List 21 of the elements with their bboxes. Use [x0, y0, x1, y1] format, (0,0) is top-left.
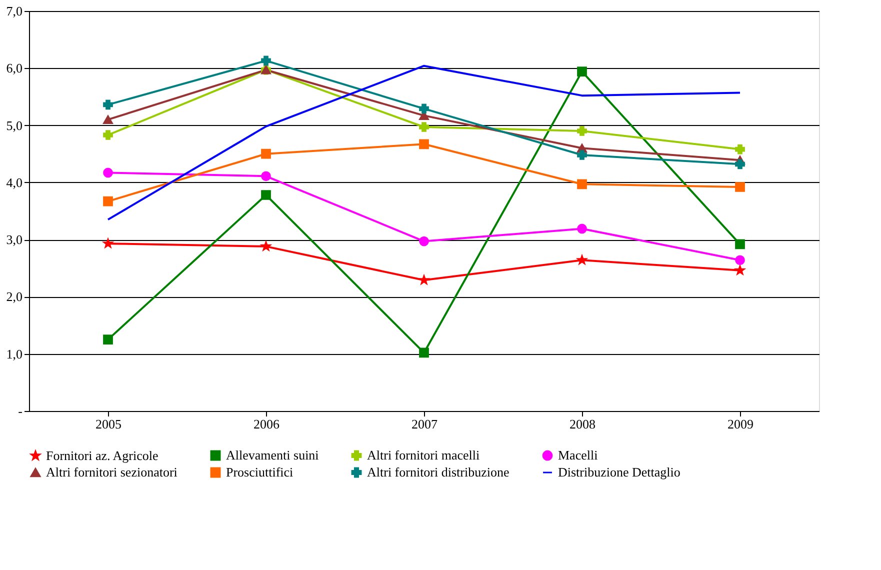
legend-label: Allevamenti suini	[226, 448, 320, 463]
y-tick-label: 4,0	[6, 174, 22, 190]
y-tick-label: -	[18, 404, 22, 418]
x-tick-label: 2005	[96, 416, 122, 432]
x-tick-label: 2009	[728, 416, 754, 432]
y-tick-label: 5,0	[6, 118, 22, 133]
legend-label: Macelli	[558, 448, 598, 463]
legend-label: Altri fornitori macelli	[367, 448, 480, 463]
y-tick-label: 1,0	[6, 346, 22, 362]
x-tick-label: 2008	[570, 416, 596, 432]
legend-label: Altri fornitori sezionatori	[46, 464, 178, 480]
x-tick-label: 2006	[254, 416, 280, 432]
y-tick-label: 6,0	[6, 60, 22, 76]
legend-label: Altri fornitori distribuzione	[367, 464, 510, 480]
x-tick-label: 2007	[412, 416, 438, 432]
y-tick-label: 7,0	[6, 4, 22, 18]
y-tick-label: 3,0	[6, 232, 22, 248]
legend-label: Prosciuttifici	[226, 464, 294, 480]
legend-label: Distribuzione Dettaglio	[558, 464, 680, 480]
y-tick-label: 2,0	[6, 289, 22, 304]
legend-label: Fornitori az. Agricole	[46, 448, 159, 463]
